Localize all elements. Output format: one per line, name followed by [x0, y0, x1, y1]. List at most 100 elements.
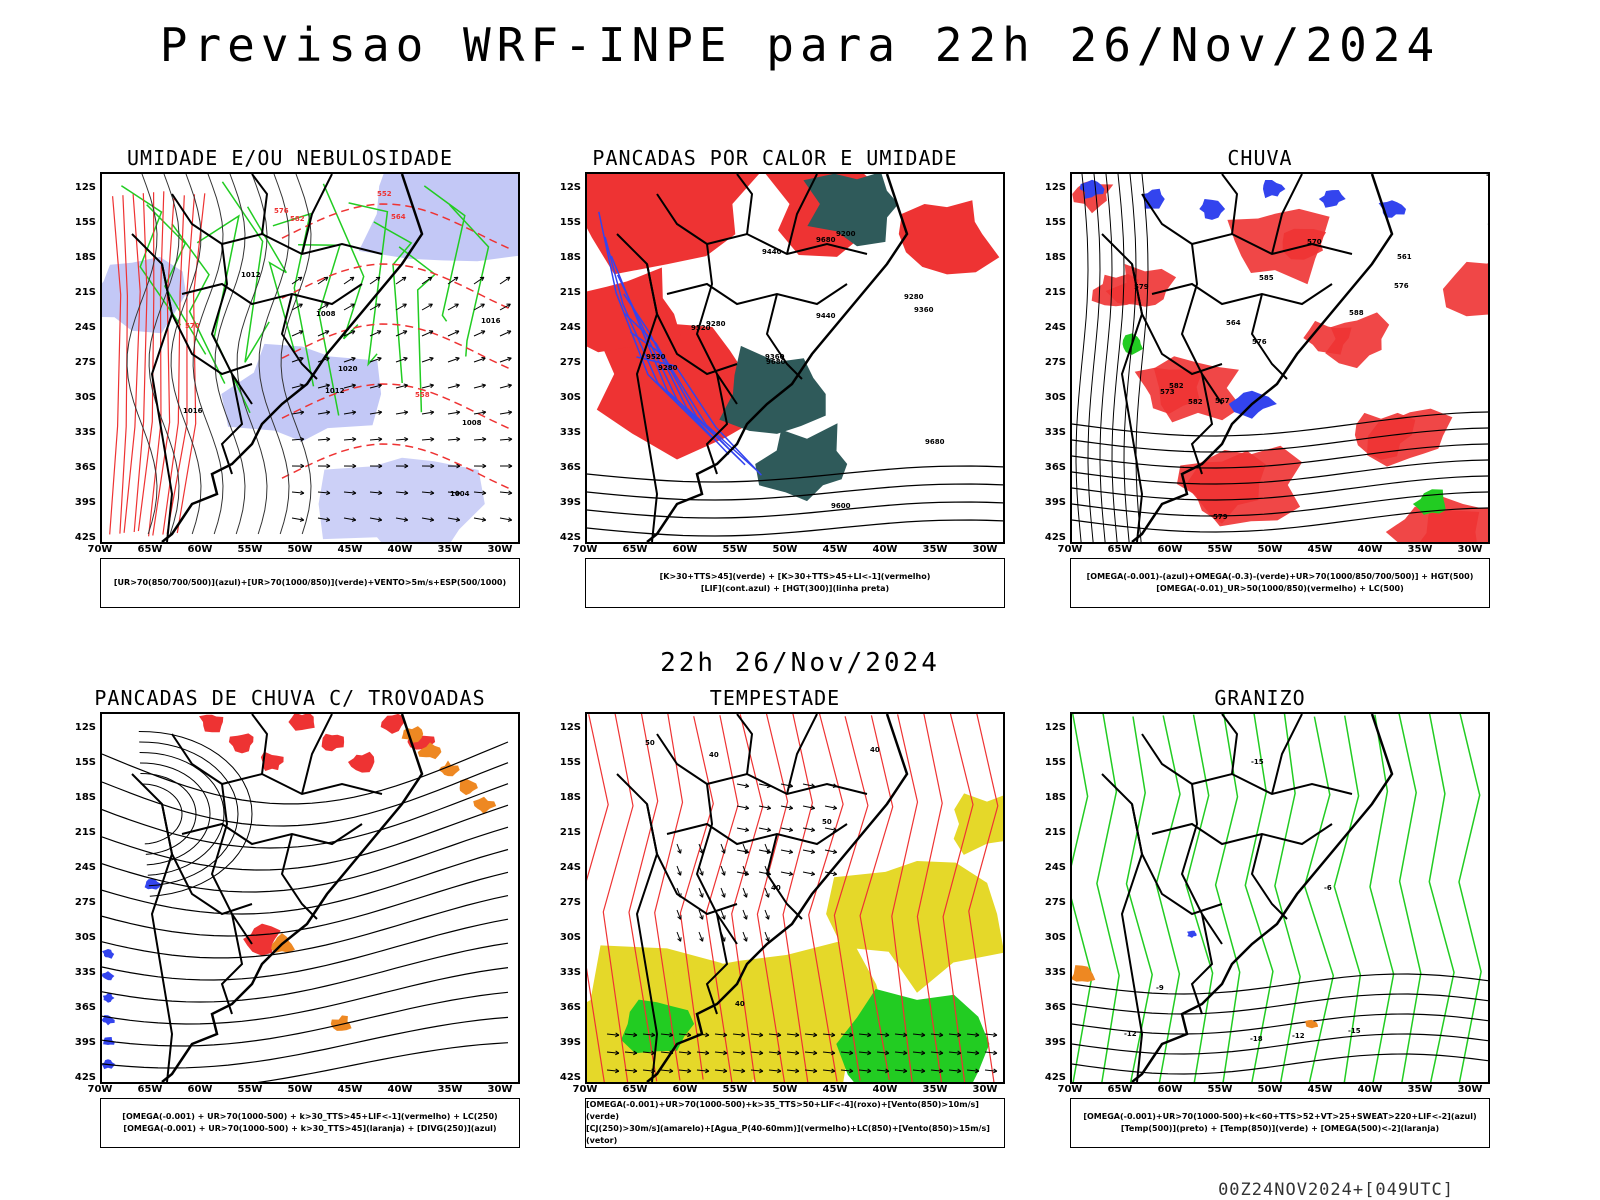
map-panel-3: CHUVA 588 585 582 579 576 573 570 567 564 561 582 5… [1020, 146, 1500, 616]
wind-vector [298, 330, 304, 335]
streamline-250 [140, 773, 197, 855]
lat-tick-label: 12S [74, 182, 96, 193]
lifted-index-contour-blue [604, 236, 713, 439]
run-footer: 00Z24NOV2024+[049UTC] [1218, 1180, 1454, 1200]
wind850-vector [768, 1051, 781, 1054]
wind-vector [429, 517, 435, 522]
wind850-vector [975, 1068, 980, 1074]
wind-vector [447, 330, 460, 337]
lon-tick-label: 50W [1257, 1084, 1283, 1095]
state-border [786, 714, 818, 795]
thunderstorm-area-red [199, 714, 224, 733]
legend-line: [OMEGA(-0.001)-(azul)+OMEGA(-0.3)-(verde… [1086, 572, 1474, 581]
lat-tick-label: 30S [74, 392, 96, 403]
state-border [251, 174, 269, 235]
contour-label: -12 [1292, 1032, 1305, 1040]
coastline [161, 174, 424, 542]
lon-tick-label: 40W [387, 544, 413, 555]
wind850-vector [687, 1068, 692, 1074]
wind850-vector [930, 1051, 943, 1054]
contour-label: 579 [1213, 513, 1228, 521]
wind-vector [427, 276, 433, 282]
lon-tick-label: 55W [237, 544, 263, 555]
lat-tick-label: 30S [559, 392, 581, 403]
wind-vector [369, 491, 382, 494]
wind850-vector [957, 1050, 962, 1056]
wind-vector [480, 303, 485, 308]
state-border [280, 293, 318, 380]
thickness-contour-red [176, 193, 206, 534]
wind-vector [473, 438, 487, 441]
precipitable-water-contour-red [859, 715, 894, 1080]
wind-vector [454, 303, 459, 308]
panel-legend: [OMEGA(-0.001)-(azul)+OMEGA(-0.3)-(verde… [1070, 558, 1490, 608]
wind-vector [403, 383, 408, 389]
state-border [646, 803, 738, 916]
wind-vector [343, 411, 356, 415]
wind850-vector [758, 849, 771, 853]
rain-area-blue [1263, 180, 1286, 199]
moisture-area-blue [318, 457, 485, 542]
legend-line: [CJ(250)>30m/s](amarelo)+[Agua_P(40-60mm… [586, 1124, 990, 1145]
thunderstorm-area-red [288, 714, 315, 731]
wind850-vector [705, 1068, 710, 1074]
map-panel-5: TEMPESTADE 40 50 40 40 50 40 [OMEGA(-0.001)+U… [535, 686, 1015, 1156]
lat-tick-label: 33S [74, 967, 96, 978]
wind850-vector [858, 1033, 871, 1036]
wind-vector [291, 438, 305, 441]
panel-title: GRANIZO [1214, 686, 1306, 710]
lon-tick-label: 40W [872, 544, 898, 555]
map-panel-6: GRANIZO -12 -9 -12 -15 -15 -18 -6 [OMEGA(-0.00… [1020, 686, 1500, 1156]
wind-vector [473, 330, 486, 337]
wind850-vector [966, 1069, 979, 1072]
wind-vector [480, 330, 486, 335]
state-border [1101, 773, 1144, 1082]
lat-tick-label: 36S [74, 462, 96, 473]
wind850-vector [939, 1050, 944, 1056]
wind-vector [473, 411, 486, 415]
wind-vector [481, 356, 486, 362]
lat-tick-label: 36S [1044, 1002, 1066, 1013]
contour-label: 1004 [450, 490, 470, 498]
lat-tick-label: 36S [1044, 462, 1066, 473]
jet-area-yellow [826, 861, 1003, 993]
lon-tick-label: 45W [822, 1084, 848, 1095]
divergence-area-blue [102, 949, 115, 959]
wind-vector [499, 491, 512, 494]
wind-vector [323, 276, 329, 282]
wind-vector [479, 276, 485, 282]
streamline-250 [102, 918, 509, 981]
lat-tick-label: 30S [1044, 932, 1066, 943]
contour-label: 585 [1259, 274, 1274, 282]
rain-area-red [1227, 208, 1330, 285]
contour-label: 1008 [462, 419, 482, 427]
wind850-vector [921, 1068, 926, 1074]
thunderstorm-area-orange [473, 796, 497, 815]
pressure-contour-black [148, 174, 180, 535]
hgt500-contour-black [1072, 443, 1488, 469]
precipitable-water-contour-red [968, 714, 999, 1082]
wind-vector [378, 463, 383, 469]
wind850-vector [788, 849, 794, 855]
state-border [1151, 282, 1333, 306]
lon-tick-label: 40W [872, 1084, 898, 1095]
lat-tick-label: 12S [1044, 722, 1066, 733]
wind850-vector [921, 1032, 926, 1038]
thunderstorm-area-red [380, 714, 405, 734]
wind-vector [421, 303, 433, 311]
lon-tick-label: 55W [722, 1084, 748, 1095]
wind-vector [369, 357, 382, 363]
wind850-vector [699, 871, 704, 876]
coastline [646, 714, 909, 1082]
wind-vector [447, 384, 460, 389]
contour-label: 576 [274, 207, 289, 215]
wind850-vector [849, 1068, 854, 1074]
wind-vector [395, 411, 408, 415]
wind-vector [395, 330, 408, 337]
wind-vector [343, 303, 355, 311]
wind-vector [351, 383, 356, 389]
wind850-vector [840, 1051, 853, 1054]
state-border [1180, 243, 1223, 405]
state-border [736, 174, 754, 235]
wind850-vector [780, 783, 793, 787]
